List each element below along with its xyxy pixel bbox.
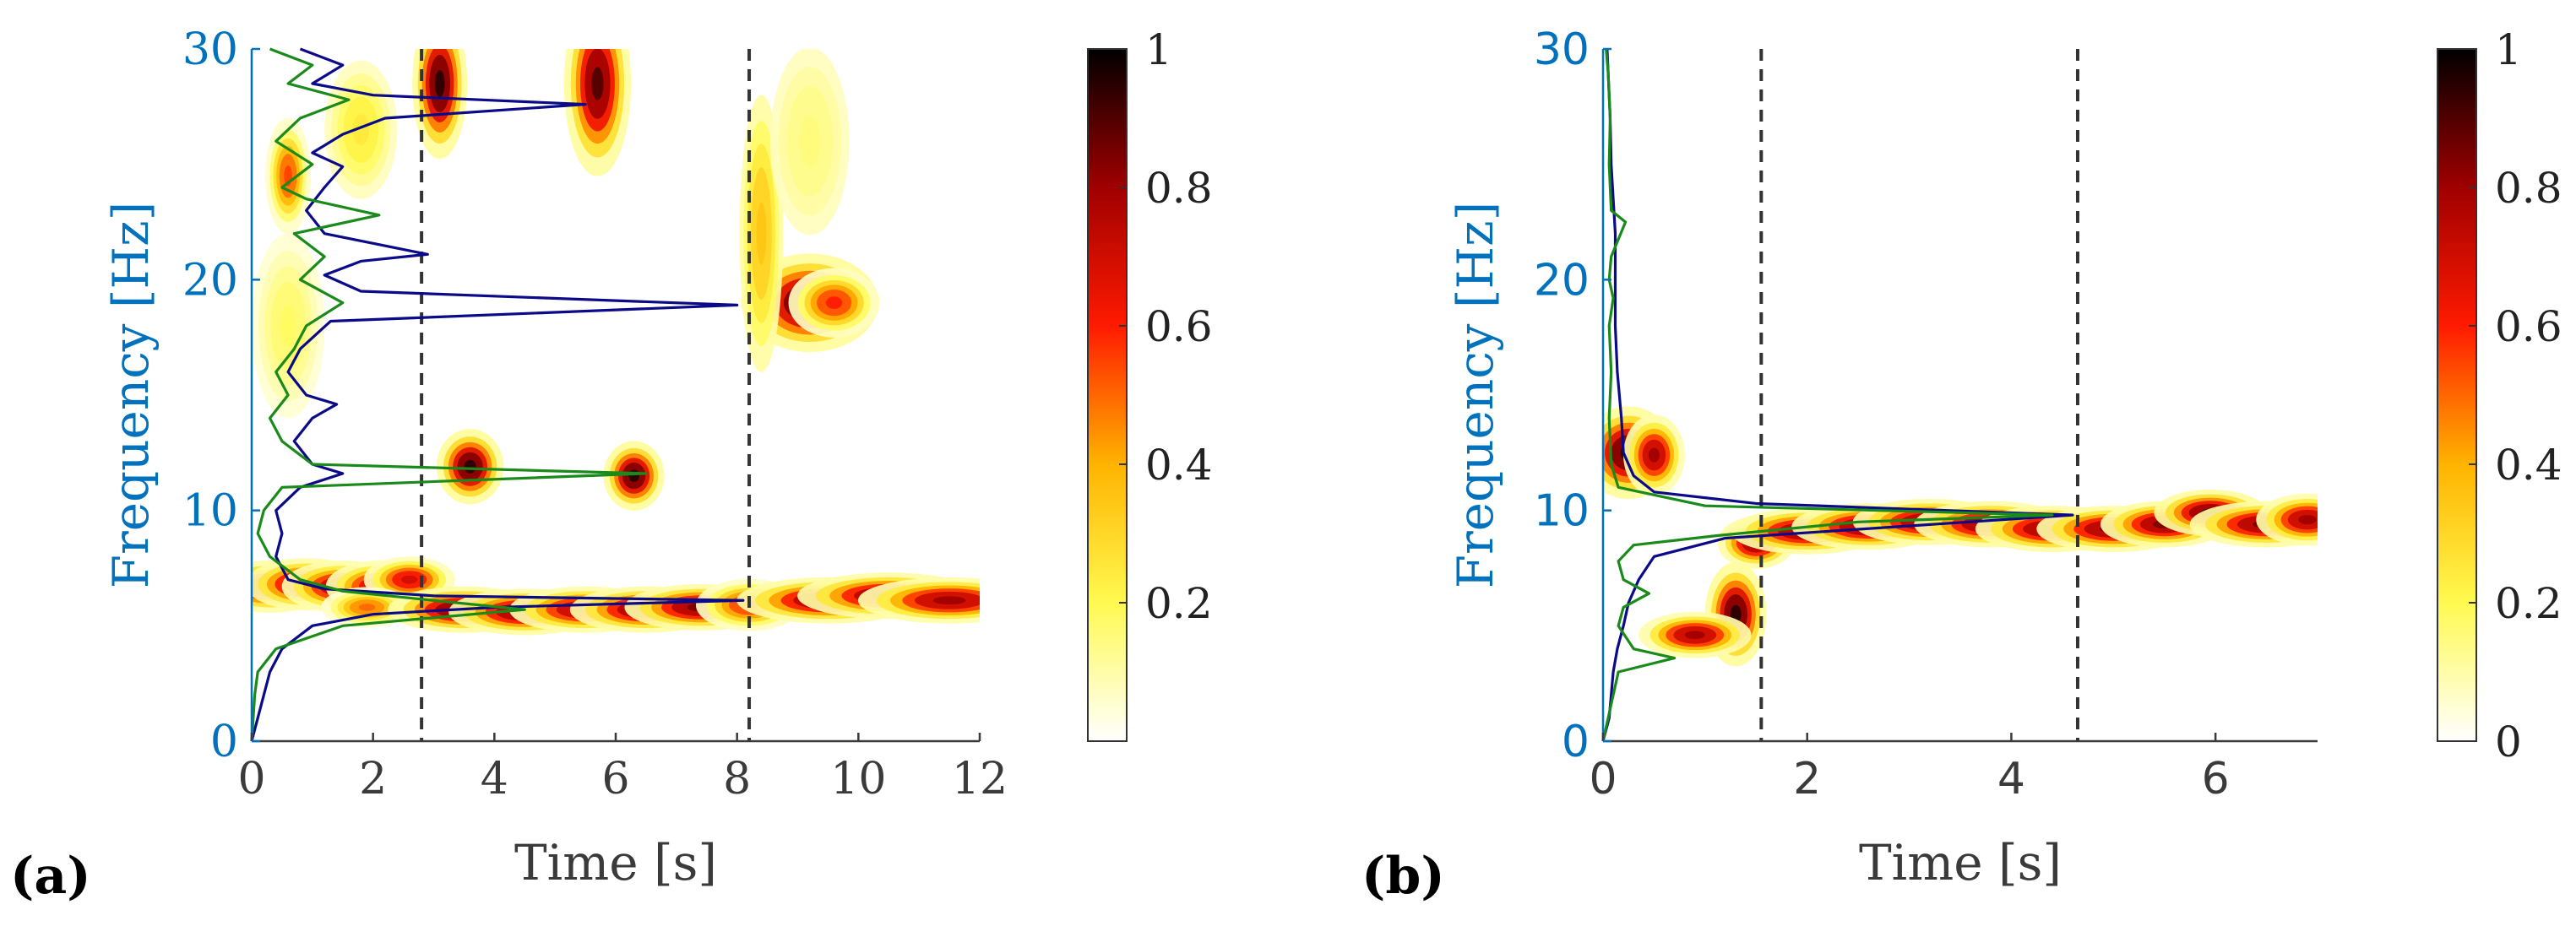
x-tick-label-b-0: 0 (1589, 754, 1617, 804)
heatmap-blob-a-22 (324, 60, 398, 199)
colorbar-tick-label-a-1: 0.4 (1145, 441, 1213, 490)
x-tick-label-a-1: 2 (359, 754, 387, 804)
ylabel-b: Frequency [Hz] (1447, 202, 1504, 589)
spectrum-line-a-blue (250, 47, 745, 742)
colorbar-tick-label-b-0: 0 (2495, 718, 2522, 766)
xlabel-b: Time [s] (1859, 834, 2062, 891)
colorbar-b: 0 0.2 0.4 0.6 0.8 1 (2437, 25, 2562, 766)
x-tick-label-a-2: 4 (481, 754, 508, 804)
heatmap-blob-a-15 (436, 429, 504, 505)
heatmap-blob-a-24 (770, 49, 850, 236)
y-tick-label-b-2: 20 (1534, 255, 1590, 306)
heatmap-blob-a-18 (788, 268, 880, 338)
panel-label-a: (a) (10, 847, 91, 906)
axis-labels-b: Frequency [Hz] Time [s] (b) (1361, 202, 2062, 906)
plot-area-a: 0 2 4 6 8 10 12 0 10 20 30 (182, 24, 1008, 804)
spectrum-line-b-blue (1601, 48, 2074, 742)
heatmap-blob-a-14 (857, 577, 980, 624)
heatmap-blob-a-21 (265, 117, 312, 234)
colorbar-tick-label-a-2: 0.6 (1145, 302, 1213, 351)
heatmap-blob-a-25 (252, 233, 325, 419)
colorbar-a: 0.2 0.4 0.6 0.8 1 (1087, 25, 1213, 742)
x-tick-label-a-5: 10 (830, 754, 886, 804)
spectrum-line-a-green (250, 47, 648, 742)
y-tick-label-b-3: 30 (1534, 24, 1590, 75)
y-tick-label-b-1: 10 (1534, 486, 1590, 537)
x-tick-label-b-2: 4 (1997, 754, 2025, 804)
colorbar-gradient-a (1087, 48, 1128, 742)
y-tick-label-a-1: 10 (182, 486, 238, 537)
colorbar-tick-label-b-3: 0.6 (2495, 302, 2562, 351)
heatmap-blob-b-14 (2256, 493, 2318, 546)
axis-labels-a: Frequency [Hz] Time [s] (a) (10, 202, 717, 906)
heatmap-blob-b-1 (1623, 414, 1685, 496)
y-tick-label-a-0: 0 (210, 717, 238, 767)
heatmap-blob-b-3 (1639, 611, 1752, 658)
panel-label-b: (b) (1361, 847, 1445, 906)
heatmap-blob-a-19 (412, 49, 468, 160)
heatmap-b (1603, 49, 2318, 741)
y-tick-label-b-0: 0 (1562, 717, 1590, 767)
xlabel-a: Time [s] (514, 834, 717, 891)
colorbar-gradient-b (2437, 48, 2477, 742)
y-tick-label-a-2: 20 (182, 255, 238, 306)
x-tick-label-b-3: 6 (2202, 754, 2230, 804)
heatmap-a (252, 49, 980, 741)
heatmap-blob-a-16 (603, 441, 665, 511)
y-tick-label-a-3: 30 (182, 24, 238, 75)
ylabel-a: Frequency [Hz] (102, 202, 160, 589)
panel-a: 0 2 4 6 8 10 12 0 10 20 30 Frequency [Hz] Time [s]… (10, 24, 1213, 906)
x-tick-label-a-3: 6 (601, 754, 629, 804)
plot-area-b: 0 2 4 6 0 10 20 30 (1534, 24, 2318, 804)
x-tick-label-a-4: 8 (723, 754, 751, 804)
heatmap-blob-a-20 (563, 49, 632, 176)
x-tick-label-b-1: 2 (1793, 754, 1821, 804)
colorbar-tick-label-a-0: 0.2 (1145, 579, 1213, 628)
colorbar-tick-label-a-3: 0.8 (1145, 164, 1213, 213)
spectrum-line-b-green (1601, 48, 2054, 742)
colorbar-tick-label-a-4: 1 (1145, 25, 1172, 74)
x-tick-label-a-0: 0 (237, 754, 265, 804)
colorbar-tick-label-b-1: 0.2 (2495, 579, 2562, 628)
x-tick-label-a-6: 12 (952, 754, 1008, 804)
colorbar-tick-label-b-4: 0.8 (2495, 164, 2562, 213)
colorbar-tick-label-b-5: 1 (2495, 25, 2522, 74)
colorbar-tick-label-b-2: 0.4 (2495, 441, 2562, 490)
